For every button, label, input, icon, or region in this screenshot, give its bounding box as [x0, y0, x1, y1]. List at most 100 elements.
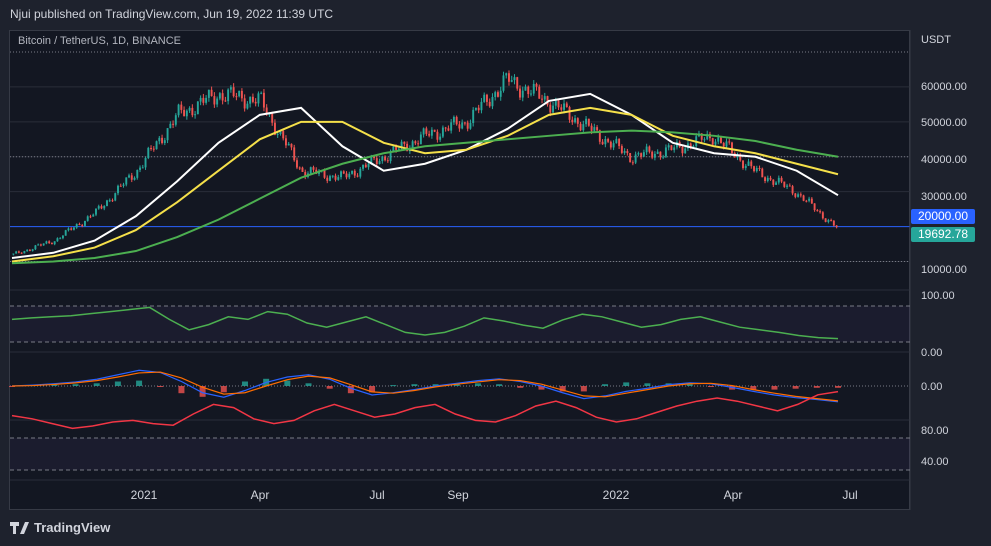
candle-body	[147, 147, 150, 158]
x-tick-label: Apr	[250, 488, 270, 502]
candle-body	[364, 164, 367, 168]
candle-body	[430, 129, 433, 136]
candle-body	[786, 185, 789, 187]
candle-body	[491, 96, 494, 107]
candle-body	[389, 151, 392, 162]
candle-body	[609, 141, 612, 148]
macd-histogram-bar	[517, 386, 524, 388]
candle-body	[802, 195, 805, 201]
candle-body	[304, 171, 307, 177]
macd-histogram-bar	[580, 386, 587, 392]
candle-body	[563, 103, 566, 110]
candle-body	[582, 124, 585, 131]
candle-body	[747, 161, 750, 166]
candle-body	[400, 141, 403, 149]
candle-body	[626, 151, 629, 154]
candle-body	[232, 87, 235, 97]
x-tick-label: Jul	[369, 488, 385, 502]
tradingview-logo-icon	[10, 521, 29, 534]
rsi-tick-label: 0.00	[921, 347, 943, 359]
macd-histogram-bar	[813, 386, 820, 388]
candle-body	[161, 137, 164, 144]
candle-body	[70, 228, 73, 230]
candle-body	[742, 160, 744, 169]
candle-body	[554, 100, 557, 106]
candle-body	[736, 155, 739, 158]
candle-body	[370, 156, 373, 164]
candle-body	[601, 141, 604, 145]
rsi-band	[10, 306, 910, 342]
candle-body	[386, 160, 389, 162]
candle-body	[527, 86, 530, 95]
candle-body	[296, 160, 298, 168]
candle-body	[692, 146, 695, 148]
tradingview-logo[interactable]: TradingView	[10, 520, 110, 535]
candle-body	[585, 118, 588, 125]
last-price-tag: 19692.78	[911, 227, 975, 242]
candle-body	[169, 123, 172, 129]
candle-body	[766, 177, 769, 182]
candle-body	[334, 175, 337, 180]
candle-body	[20, 252, 23, 254]
candle-body	[596, 127, 599, 131]
candle-body	[139, 167, 141, 170]
candle-body	[100, 206, 103, 209]
candle-body	[273, 122, 276, 135]
candle-body	[433, 129, 436, 132]
candle-body	[535, 83, 538, 87]
macd-histogram-bar	[93, 383, 100, 386]
candle-body	[436, 131, 439, 140]
candle-body	[251, 96, 254, 102]
candle-body	[780, 177, 783, 182]
candle-body	[775, 182, 778, 185]
candle-body	[788, 185, 791, 187]
macd-histogram-bar	[390, 385, 397, 387]
macd-histogram-bar	[496, 384, 503, 386]
macd-histogram-bar	[538, 386, 545, 390]
candle-body	[587, 118, 590, 126]
candle-body	[356, 175, 359, 177]
candle-body	[783, 181, 786, 187]
candle-body	[243, 98, 246, 109]
candle-body	[450, 122, 453, 131]
candle-body	[648, 146, 651, 152]
candle-body	[78, 224, 81, 226]
x-tick-label: Jul	[842, 488, 858, 502]
candle-body	[130, 175, 133, 180]
candle-body	[832, 220, 835, 226]
candle-body	[505, 73, 508, 76]
candle-body	[805, 200, 808, 202]
candle-body	[598, 130, 601, 142]
candle-body	[61, 235, 64, 239]
candle-body	[673, 147, 676, 151]
candle-body	[406, 143, 409, 152]
candle-body	[97, 206, 100, 209]
candle-body	[28, 249, 31, 251]
candle-body	[488, 101, 491, 107]
candle-body	[560, 107, 563, 110]
candle-body	[26, 249, 29, 252]
candle-body	[777, 177, 780, 183]
candle-body	[172, 123, 175, 125]
candle-body	[177, 104, 180, 116]
candle-body	[813, 203, 816, 211]
candle-body	[455, 116, 458, 125]
candle-body	[651, 151, 654, 158]
macd-histogram-bar	[114, 381, 121, 386]
candle-body	[152, 148, 155, 150]
candle-body	[72, 227, 75, 230]
candle-body	[571, 119, 574, 123]
candle-body	[494, 92, 497, 97]
candle-body	[75, 224, 78, 228]
candle-body	[240, 90, 243, 99]
candle-body	[629, 153, 632, 163]
candle-body	[441, 127, 444, 137]
candle-body	[53, 241, 56, 245]
candle-body	[301, 167, 304, 172]
candle-body	[249, 96, 252, 104]
candle-body	[546, 96, 549, 105]
macd-histogram-bar	[602, 384, 609, 386]
x-tick-label: 2021	[130, 488, 158, 502]
candle-body	[642, 152, 645, 157]
candle-body	[414, 141, 417, 144]
